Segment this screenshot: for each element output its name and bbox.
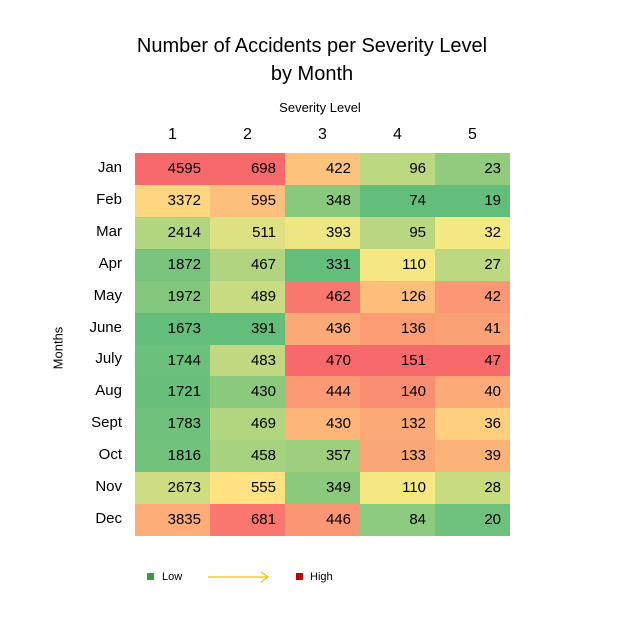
heatmap-cell: 331 bbox=[285, 249, 360, 281]
column-tick-label: 3 bbox=[318, 126, 327, 143]
heatmap-cell: 47 bbox=[435, 345, 510, 376]
chart-title-line-2: by Month bbox=[270, 63, 354, 85]
heatmap-cell: 1721 bbox=[135, 376, 210, 408]
heatmap-cell: 489 bbox=[210, 281, 285, 313]
heatmap-cell: 681 bbox=[210, 504, 285, 536]
column-tick-label: 2 bbox=[243, 126, 252, 143]
heatmap-cell: 41 bbox=[435, 313, 510, 345]
heatmap-cell: 132 bbox=[360, 408, 435, 440]
heatmap-cell: 511 bbox=[210, 217, 285, 249]
high-legend-label: High bbox=[310, 571, 333, 583]
heatmap-cell: 2414 bbox=[135, 217, 210, 249]
heatmap-cell: 3835 bbox=[135, 504, 210, 536]
heatmap-cell: 40 bbox=[435, 376, 510, 408]
heatmap-cell: 74 bbox=[360, 185, 435, 217]
heatmap-cell: 444 bbox=[285, 376, 360, 408]
column-tick-label: 5 bbox=[468, 126, 477, 143]
heatmap-cell: 28 bbox=[435, 472, 510, 504]
heatmap-cell: 3372 bbox=[135, 185, 210, 217]
y-axis-label: Months bbox=[50, 326, 66, 370]
heatmap-cell: 393 bbox=[285, 217, 360, 249]
heatmap-cell: 357 bbox=[285, 440, 360, 472]
row-tick-label: Dec bbox=[95, 510, 122, 528]
heatmap-cell: 140 bbox=[360, 376, 435, 408]
heatmap-cell: 23 bbox=[435, 153, 510, 185]
heatmap-cell: 469 bbox=[210, 408, 285, 440]
high-legend-swatch bbox=[296, 573, 303, 580]
row-tick-label: Oct bbox=[98, 446, 122, 464]
heatmap-cell: 151 bbox=[360, 345, 435, 376]
heatmap-cell: 20 bbox=[435, 504, 510, 536]
row-tick-label: June bbox=[89, 318, 122, 336]
heatmap-cell: 458 bbox=[210, 440, 285, 472]
heatmap-cell: 4595 bbox=[135, 153, 210, 185]
heatmap-grid: 4595 3372 2414 1872 1972 1673 1744 1721 1783 1816… bbox=[135, 153, 510, 536]
heatmap-cell: 96 bbox=[360, 153, 435, 185]
heatmap-cell: 110 bbox=[360, 249, 435, 281]
heatmap-cell: 462 bbox=[285, 281, 360, 313]
heatmap-cell: 1972 bbox=[135, 281, 210, 313]
heatmap-cell: 698 bbox=[210, 153, 285, 185]
heatmap-cell: 36 bbox=[435, 408, 510, 440]
row-tick-label: Apr bbox=[98, 254, 122, 272]
row-tick-label: Jan bbox=[97, 158, 122, 176]
heatmap-cell: 136 bbox=[360, 313, 435, 345]
row-tick-label: Feb bbox=[96, 190, 122, 208]
heatmap-cell: 446 bbox=[285, 504, 360, 536]
heatmap-cell: 483 bbox=[210, 345, 285, 376]
heatmap-cell: 595 bbox=[210, 185, 285, 217]
heatmap-cell: 95 bbox=[360, 217, 435, 249]
heatmap-cell: 1783 bbox=[135, 408, 210, 440]
column-tick-label: 4 bbox=[393, 126, 402, 143]
row-tick-label: Sept bbox=[91, 414, 122, 432]
heatmap-cell: 348 bbox=[285, 185, 360, 217]
column-tick-label: 1 bbox=[168, 126, 177, 143]
row-tick-label: Nov bbox=[95, 478, 122, 496]
heatmap-cell: 430 bbox=[210, 376, 285, 408]
heatmap-cell: 555 bbox=[210, 472, 285, 504]
low-legend-label: Low bbox=[162, 571, 183, 583]
row-tick-label: Aug bbox=[95, 382, 122, 400]
heatmap-cell: 32 bbox=[435, 217, 510, 249]
heatmap-cell: 126 bbox=[360, 281, 435, 313]
arrow-icon bbox=[208, 571, 270, 583]
row-tick-label: Mar bbox=[96, 222, 122, 240]
row-tick-label: July bbox=[95, 350, 122, 368]
heatmap-cell: 27 bbox=[435, 249, 510, 281]
heatmap-cell: 470 bbox=[285, 345, 360, 376]
heatmap-cell: 39 bbox=[435, 440, 510, 472]
row-tick-label: May bbox=[93, 286, 122, 304]
heatmap-cell: 133 bbox=[360, 440, 435, 472]
heatmap-cell: 1744 bbox=[135, 345, 210, 376]
heatmap-cell: 1673 bbox=[135, 313, 210, 345]
heatmap-cell: 110 bbox=[360, 472, 435, 504]
heatmap-cell: 467 bbox=[210, 249, 285, 281]
heatmap-cell: 422 bbox=[285, 153, 360, 185]
heatmap-cell: 391 bbox=[210, 313, 285, 345]
heatmap-cell: 19 bbox=[435, 185, 510, 217]
chart-title-line-1: Number of Accidents per Severity Level bbox=[136, 35, 488, 57]
x-axis-label: Severity Level bbox=[279, 100, 361, 115]
low-legend-swatch bbox=[147, 573, 154, 580]
heatmap-cell: 42 bbox=[435, 281, 510, 313]
heatmap-cell: 436 bbox=[285, 313, 360, 345]
heatmap-cell: 1816 bbox=[135, 440, 210, 472]
heatmap-cell: 349 bbox=[285, 472, 360, 504]
heatmap-cell: 84 bbox=[360, 504, 435, 536]
heatmap-cell: 430 bbox=[285, 408, 360, 440]
heatmap-cell: 1872 bbox=[135, 249, 210, 281]
heatmap-cell: 2673 bbox=[135, 472, 210, 504]
